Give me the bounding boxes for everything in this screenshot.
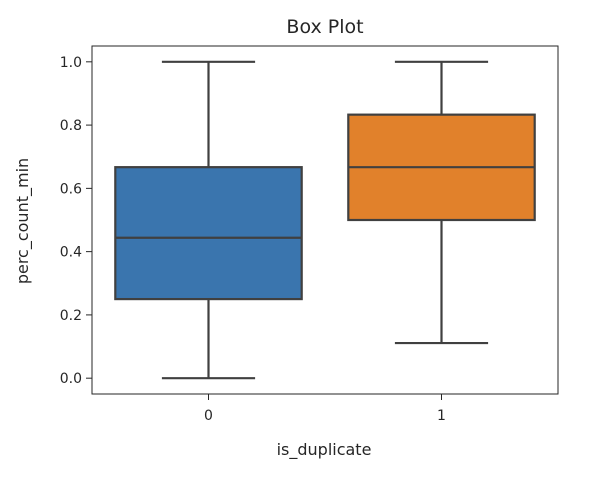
y-tick-label: 0.0 xyxy=(60,371,82,387)
box-0 xyxy=(114,166,303,301)
y-axis-label: perc_count_min xyxy=(13,158,33,284)
chart-title: Box Plot xyxy=(286,16,363,38)
box-group-1 xyxy=(347,60,536,345)
y-tick-label: 0.8 xyxy=(60,118,82,134)
y-axis: 0.0 0.2 0.4 0.6 0.8 1.0 xyxy=(60,55,92,387)
x-tick-label: 1 xyxy=(437,408,446,424)
x-tick-label: 0 xyxy=(204,408,213,424)
y-tick-label: 0.4 xyxy=(60,245,82,261)
x-axis-label: is_duplicate xyxy=(277,440,372,460)
box-group-0 xyxy=(114,60,303,380)
y-tick-label: 1.0 xyxy=(60,55,82,71)
y-tick-label: 0.2 xyxy=(60,308,82,324)
plot-area xyxy=(91,45,559,395)
y-tick-label: 0.6 xyxy=(60,181,82,197)
plot-frame xyxy=(91,45,559,395)
